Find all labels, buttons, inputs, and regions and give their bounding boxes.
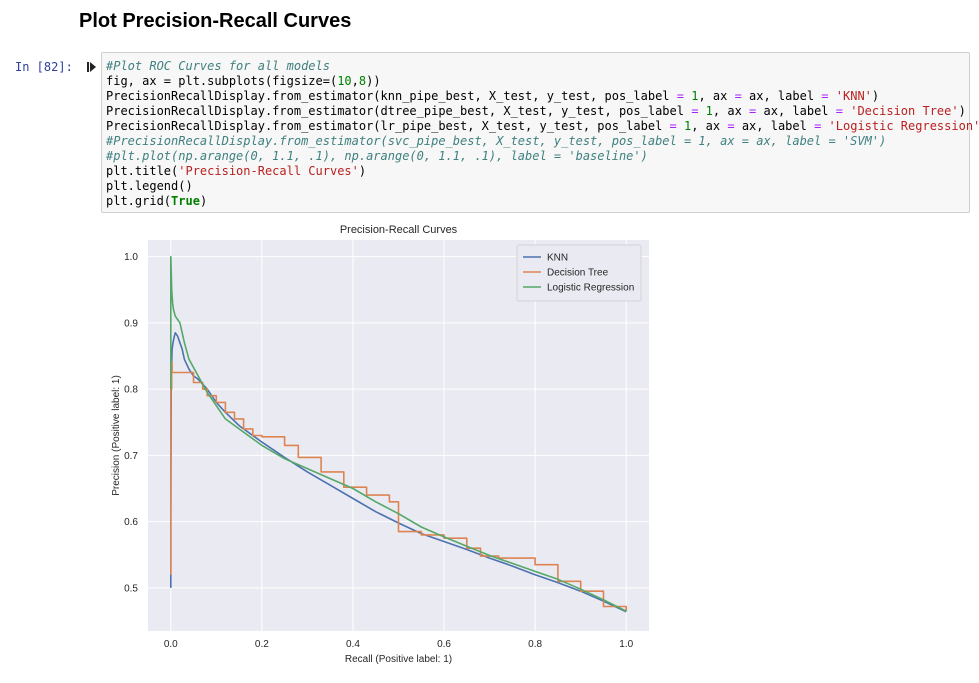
code-token: 'Logistic Regression': [828, 119, 979, 133]
series-line-knn: [170, 332, 627, 613]
code-token: ,: [351, 74, 359, 88]
code-line: PrecisionRecallDisplay.from_estimator(dt…: [106, 104, 966, 119]
code-line: PrecisionRecallDisplay.from_estimator(kn…: [106, 89, 879, 104]
x-tick-label: 0.6: [437, 639, 451, 650]
code-token: =: [669, 119, 677, 133]
code-token: =: [749, 104, 757, 118]
code-token: 'Decision Tree': [850, 104, 959, 118]
code-cell-input[interactable]: #Plot ROC Curves for all models fig, ax =…: [101, 52, 979, 213]
code-token: ): [358, 164, 367, 178]
y-tick-label: 0.5: [124, 583, 138, 594]
y-tick-label: 1.0: [124, 252, 138, 263]
code-token: =: [821, 89, 829, 103]
code-token: ax, label: [734, 119, 815, 133]
y-tick-label: 0.7: [124, 451, 138, 462]
run-cell-icon[interactable]: [87, 60, 97, 72]
y-tick-label: 0.9: [124, 318, 138, 329]
code-token: #plt.plot(np.arange(0, 1.1, .1), np.aran…: [106, 149, 648, 163]
code-line: #PrecisionRecallDisplay.from_estimator(s…: [106, 134, 886, 149]
code-token: )): [366, 74, 381, 88]
code-token: plt.title(: [106, 164, 179, 178]
legend-entry: KNN: [547, 253, 568, 264]
y-tick-label: 0.8: [124, 385, 138, 396]
code-token: plt.grid(: [106, 194, 172, 208]
code-token: ): [958, 104, 966, 118]
code-token: 10: [337, 74, 352, 88]
legend-entry: Logistic Regression: [547, 283, 634, 294]
code-token: =: [814, 119, 822, 133]
legend-box: [516, 244, 642, 302]
cell-prompt: In [82]:: [15, 60, 73, 74]
code-token: 'KNN': [835, 89, 872, 103]
precision-recall-chart: 0.0 0.2 0.4 0.6 0.8 1.0 0.5 0.6 0.7 0.8 0.9 1.0 Prec…: [111, 224, 649, 665]
y-axis-label: Precision (Positive label: 1): [111, 375, 122, 496]
code-token: [829, 89, 836, 103]
code-line: PrecisionRecallDisplay.from_estimator(lr…: [106, 119, 979, 134]
plot-area: [148, 240, 649, 631]
y-tick-label: 0.6: [124, 517, 138, 528]
code-token: 1: [691, 89, 699, 103]
code-line: plt.grid(True): [106, 194, 207, 209]
section-heading: Plot Precision-Recall Curves: [79, 10, 352, 32]
code-token: =: [691, 104, 699, 118]
code-token: [821, 119, 828, 133]
code-token: [698, 104, 705, 118]
series-line-decision-tree: [170, 361, 627, 612]
code-token: , ax: [691, 119, 728, 133]
x-tick-label: 0.2: [255, 639, 269, 650]
code-token: 1: [684, 119, 692, 133]
code-token: 8: [358, 74, 367, 88]
code-token: ax, label: [756, 104, 836, 118]
code-token: , ax: [712, 104, 750, 118]
code-token: fig, ax = plt.subplots(figsize=(: [106, 74, 338, 88]
code-token: =: [734, 89, 742, 103]
code-token: =: [835, 104, 843, 118]
code-line: plt.title('Precision-Recall Curves'): [106, 164, 366, 179]
x-tick-label: 0.4: [346, 639, 360, 650]
chart-title: Precision-Recall Curves: [340, 224, 458, 236]
code-token: PrecisionRecallDisplay.from_estimator(dt…: [106, 104, 692, 118]
x-tick-label: 0.8: [528, 639, 542, 650]
code-token: True: [171, 194, 200, 208]
code-token: ): [199, 194, 208, 208]
code-line: #plt.plot(np.arange(0, 1.1, .1), np.aran…: [106, 149, 648, 164]
code-line: #Plot ROC Curves for all models: [106, 59, 330, 74]
legend-entry: Decision Tree: [547, 268, 609, 279]
code-token: =: [727, 119, 735, 133]
code-line: fig, ax = plt.subplots(figsize=(10,8)): [106, 74, 381, 89]
code-token: =: [676, 89, 684, 103]
code-token: ax, label: [741, 89, 822, 103]
code-token: [677, 119, 684, 133]
code-token: 1: [705, 104, 713, 118]
code-token: #PrecisionRecallDisplay.from_estimator(s…: [106, 134, 887, 148]
x-axis-label: Recall (Positive label: 1): [345, 654, 452, 665]
code-token: plt.legend(): [106, 179, 193, 193]
code-line: plt.legend(): [106, 179, 193, 194]
code-token: 'Precision-Recall Curves': [178, 164, 359, 178]
code-token: , ax: [698, 89, 735, 103]
code-token: PrecisionRecallDisplay.from_estimator(kn…: [106, 89, 677, 103]
code-token: PrecisionRecallDisplay.from_estimator(lr…: [106, 119, 670, 133]
x-tick-label: 1.0: [619, 639, 633, 650]
code-token: #Plot ROC Curves for all models: [106, 59, 330, 73]
x-tick-label: 0.0: [164, 639, 178, 650]
cell-output: 0.0 0.2 0.4 0.6 0.8 1.0 0.5 0.6 0.7 0.8 0.9 1.0 Prec…: [100, 218, 660, 678]
code-token: ): [871, 89, 880, 103]
series-line-logistic-regression: [170, 255, 627, 612]
